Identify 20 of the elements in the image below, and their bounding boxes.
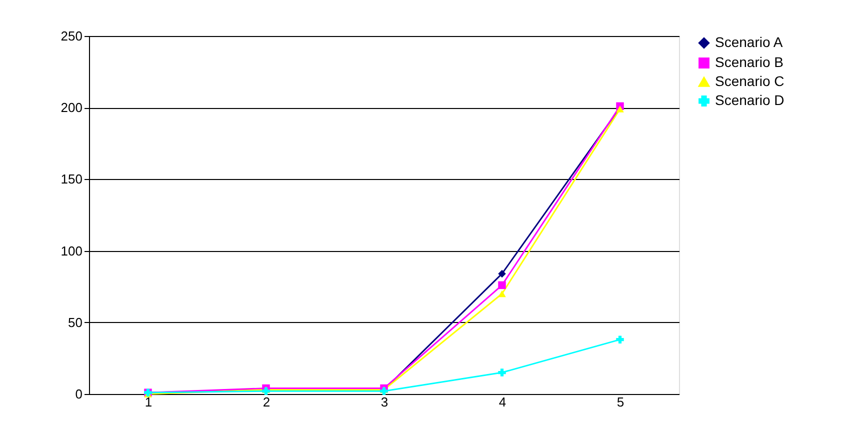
y-tick-label: 150 [60, 172, 82, 187]
y-tick-label: 0 [75, 386, 82, 402]
x-tick-label: 4 [498, 394, 506, 410]
x-tick-label: 5 [616, 394, 624, 410]
point [498, 270, 506, 278]
legend-label: Scenario B [715, 54, 784, 70]
legend-label: Scenario A [715, 34, 784, 50]
point [498, 290, 506, 298]
y-tick-label: 200 [60, 100, 82, 116]
x-tick-label: 2 [262, 394, 270, 410]
point [498, 368, 506, 376]
point [616, 336, 624, 344]
y-tick-label: 100 [60, 243, 82, 258]
point [498, 281, 506, 290]
x-tick-label: 3 [380, 394, 388, 410]
y-tick-label: 250 [60, 28, 82, 44]
legend-label: Scenario D [715, 92, 784, 108]
y-tick-label: 50 [68, 314, 82, 330]
legend-label: Scenario C [715, 73, 784, 89]
x-tick-label: 1 [144, 394, 152, 410]
